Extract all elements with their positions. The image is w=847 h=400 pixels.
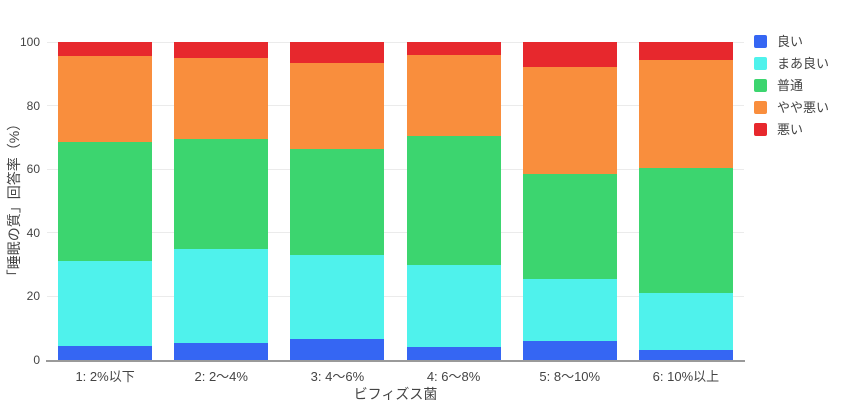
y-tick-label: 80 [26,98,40,113]
x-tick-label: 2: 2〜4% [194,369,248,384]
bar [406,42,501,360]
x-tick-label: 4: 6〜8% [426,369,481,384]
bar-segment[interactable] [290,42,385,63]
legend-swatch [754,34,767,48]
bar-segment[interactable] [638,350,733,360]
bar-segment[interactable] [522,42,617,68]
bar-segment[interactable] [58,56,153,143]
legend-item[interactable]: 良い [754,30,829,52]
x-tick-label: 1: 2%以下 [75,369,135,384]
bar-segment[interactable] [174,57,269,139]
bar-segment[interactable] [638,167,733,294]
gridline [47,168,744,170]
legend-item[interactable]: 悪い [754,118,829,140]
bar-segment[interactable] [58,42,153,57]
bar-segment[interactable] [522,278,617,341]
bar-segment[interactable] [522,340,617,360]
bar-segment[interactable] [290,255,385,340]
x-axis-line [46,359,745,362]
bar-segment[interactable] [58,142,153,262]
bar [522,42,617,360]
bar-segment[interactable] [522,67,617,174]
bar-segment[interactable] [406,54,501,136]
bar-segment[interactable] [638,59,733,168]
bar-segment[interactable] [174,342,269,360]
y-tick-label: 60 [26,162,40,177]
legend-label: まあ良い [777,55,830,71]
legend-label: 普通 [777,77,804,93]
bar-segment[interactable] [290,62,385,149]
bar-segment[interactable] [406,347,501,360]
legend-swatch [754,56,767,70]
x-tick-label: 6: 10%以上 [652,369,720,384]
y-axis-title: 「睡眠の質」回答率（%） [6,116,22,284]
legend-swatch [754,122,767,136]
x-axis-title: ビフィズス菌 [353,386,438,400]
gridline [47,295,744,297]
legend: 良いまあ良い普通やや悪い悪い [754,30,829,140]
bar-segment[interactable] [174,42,269,58]
bar-segment[interactable] [174,248,269,343]
x-tick-label: 5: 8〜10% [539,369,601,384]
y-tick-label: 40 [26,225,40,240]
bar-segment[interactable] [638,42,733,60]
legend-item[interactable]: 普通 [754,74,829,96]
y-tick-label: 100 [19,35,40,49]
y-tick-label: 20 [26,289,40,304]
bar-segment[interactable] [58,345,153,360]
bar-segment[interactable] [174,139,269,249]
bar-segment[interactable] [638,293,733,351]
bar [290,42,385,360]
bar-segment[interactable] [406,42,501,55]
bar-segment[interactable] [406,264,501,348]
gridline [47,105,744,107]
gridline [47,41,744,43]
legend-label: 悪い [777,121,804,137]
legend-label: やや悪い [777,99,830,115]
bar-segment[interactable] [406,135,501,265]
bar [174,42,269,360]
y-tick-label: 0 [33,353,40,367]
bar-segment[interactable] [290,148,385,256]
bar-segment[interactable] [522,173,617,279]
legend-label: 良い [777,33,804,49]
gridline [47,232,744,234]
bar-segment[interactable] [58,261,153,346]
legend-item[interactable]: まあ良い [754,52,829,74]
bar-segment[interactable] [290,339,385,360]
legend-swatch [754,100,767,114]
legend-item[interactable]: やや悪い [754,96,829,118]
legend-swatch [754,78,767,92]
x-tick-label: 3: 4〜6% [310,369,365,384]
bar [58,42,153,360]
bar [638,42,733,360]
